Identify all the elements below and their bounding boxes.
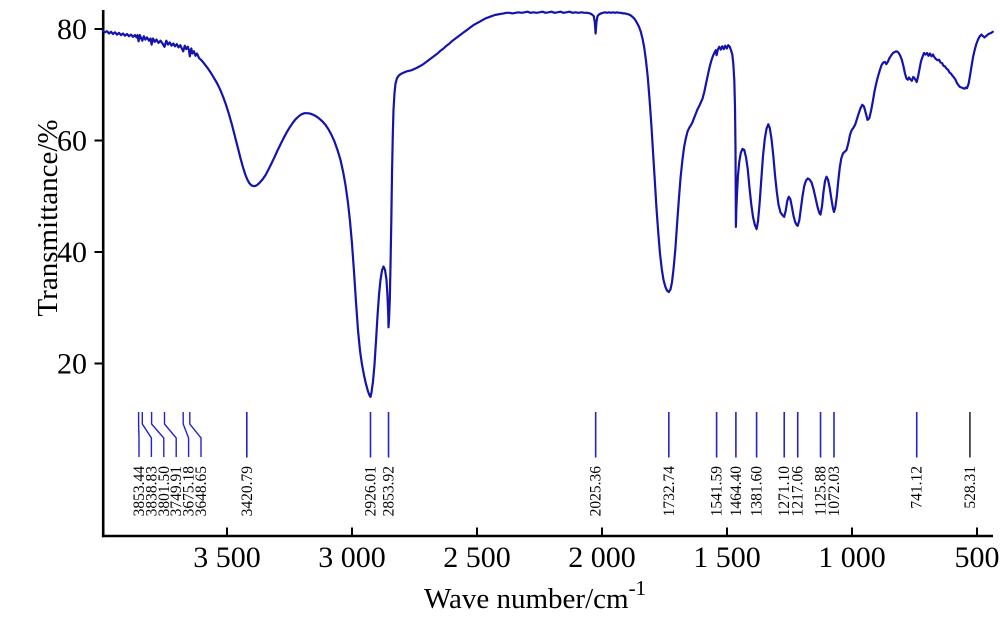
peak-label: 3801.50 — [156, 466, 173, 517]
peak-label: 3420.79 — [239, 466, 256, 517]
peak-label: 3853.44 — [131, 466, 148, 517]
y-tick-label: 20 — [57, 348, 87, 381]
spectrum-curve — [101, 10, 994, 398]
peak-label: 1125.88 — [813, 466, 830, 516]
x-tick-label: 2 500 — [443, 541, 511, 574]
peak-label: 1381.60 — [749, 466, 766, 517]
peak-marker-lines — [137, 412, 971, 458]
peak-label: 741.12 — [909, 466, 926, 509]
peak-labels: 3853.443838.833801.503749.913675.183648.… — [131, 466, 979, 517]
peak-marker-line — [182, 412, 190, 457]
peak-label: 1541.59 — [709, 466, 726, 517]
peak-label: 1217.06 — [790, 466, 807, 517]
peak-label: 528.31 — [962, 466, 979, 509]
peak-marker-line — [150, 412, 165, 457]
peak-label: 1072.03 — [826, 466, 843, 517]
peak-label: 1732.74 — [661, 466, 678, 517]
spectrum-curve-group — [101, 10, 994, 398]
y-tick-label: 80 — [57, 13, 87, 46]
peak-label: 2853.92 — [381, 466, 398, 516]
peak-label: 3675.18 — [181, 466, 198, 517]
y-axis-title: Transmittance/% — [32, 119, 64, 316]
x-tick-label: 3 000 — [318, 541, 386, 574]
peak-label: 2926.01 — [362, 466, 379, 516]
peak-marker-line — [163, 412, 177, 457]
x-tick-label: 1 000 — [818, 541, 886, 574]
x-axis-ticks: 3 500 3 000 2 500 2 000 1 500 1 000 500 — [193, 527, 1000, 574]
x-tick-label: 500 — [955, 541, 1000, 574]
y-tick-label: 60 — [57, 125, 87, 158]
x-tick-label: 3 500 — [193, 541, 261, 574]
x-tick-label: 1 500 — [693, 541, 761, 574]
y-tick-label: 40 — [57, 236, 87, 269]
peak-marker-line — [189, 412, 202, 457]
peak-label: 2025.36 — [588, 466, 605, 517]
peak-label: 3749.91 — [168, 466, 185, 516]
peak-label: 3648.65 — [193, 466, 210, 517]
x-tick-label: 2 000 — [568, 541, 636, 574]
peak-label: 1464.40 — [728, 466, 745, 517]
peak-label: 1271.10 — [776, 466, 793, 517]
y-axis-ticks: 80 60 40 20 — [57, 13, 103, 381]
x-axis-title: Wave number/cm-1 — [424, 576, 646, 615]
peak-label: 3838.83 — [143, 466, 160, 517]
peak-marker-line — [141, 412, 153, 457]
